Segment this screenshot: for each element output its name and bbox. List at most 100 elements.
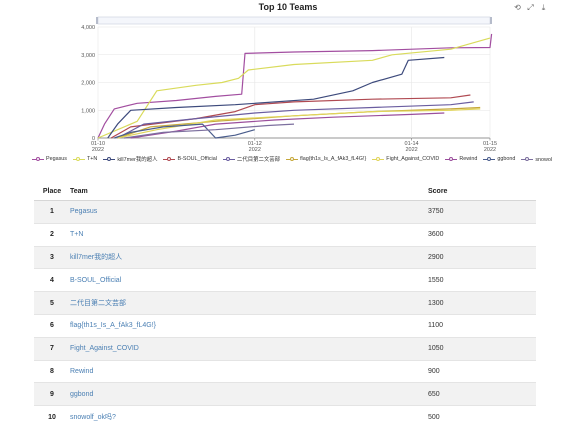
place-cell: 1 bbox=[34, 200, 70, 224]
score-cell: 1050 bbox=[428, 336, 536, 361]
table-row: 6 flag{th1s_Is_A_fAk3_fL4G!} 1100 bbox=[34, 313, 536, 338]
x-tick-year: 2022 bbox=[484, 147, 496, 153]
series-line bbox=[117, 106, 481, 139]
header-place: Place bbox=[34, 182, 70, 201]
series-line bbox=[97, 33, 493, 139]
score-cell: 1550 bbox=[428, 268, 536, 292]
score-cell: 1100 bbox=[428, 313, 536, 338]
restore-icon[interactable]: ⟲ bbox=[514, 3, 521, 12]
legend-marker-icon bbox=[103, 156, 116, 162]
place-cell: 8 bbox=[34, 359, 70, 383]
header-score: Score bbox=[428, 182, 536, 201]
x-tick-label: 01-12 bbox=[248, 141, 262, 147]
legend-marker-icon bbox=[286, 156, 299, 162]
legend-entry[interactable]: flag{th1s_Is_A_fAk3_fL4G!} bbox=[286, 156, 366, 162]
legend-label: snowolf_ok吗? bbox=[535, 157, 552, 163]
x-tick-label: 01-10 bbox=[91, 141, 105, 147]
score-cell: 900 bbox=[428, 359, 536, 383]
team-link[interactable]: B-SOUL_Official bbox=[70, 268, 428, 292]
table-header-row: Place Team Score bbox=[34, 182, 536, 201]
place-cell: 5 bbox=[34, 291, 70, 315]
series-line bbox=[117, 108, 481, 139]
legend-entry[interactable]: 二代目第二文芸部 bbox=[222, 155, 281, 163]
legend-marker-icon bbox=[521, 156, 534, 162]
place-cell: 9 bbox=[34, 382, 70, 406]
score-cell: 650 bbox=[428, 382, 536, 406]
legend-entry[interactable]: Rewind bbox=[445, 156, 477, 162]
team-link[interactable]: Fight_Against_COVID bbox=[70, 336, 428, 361]
download-icon[interactable]: ⤓ bbox=[541, 3, 546, 12]
zoom-slider-handle-left bbox=[96, 17, 98, 24]
team-link[interactable]: T+N bbox=[70, 222, 428, 247]
series-line bbox=[114, 123, 255, 139]
table-row: 7 Fight_Against_COVID 1050 bbox=[34, 336, 536, 361]
legend-marker-icon bbox=[163, 156, 176, 162]
place-cell: 7 bbox=[34, 336, 70, 361]
x-tick-year: 2022 bbox=[249, 147, 261, 153]
team-link[interactable]: snowolf_ok吗? bbox=[70, 405, 428, 428]
legend-label: Rewind bbox=[459, 156, 478, 162]
legend-entry[interactable]: T+N bbox=[72, 156, 98, 162]
legend-label: 二代目第二文芸部 bbox=[236, 157, 281, 163]
team-link[interactable]: flag{th1s_Is_A_fAk3_fL4G!} bbox=[70, 313, 428, 338]
legend-label: Pegasus bbox=[46, 156, 67, 162]
score-cell: 500 bbox=[428, 405, 536, 428]
legend-label: flag{th1s_Is_A_fAk3_fL4G!} bbox=[300, 156, 367, 162]
legend-entry[interactable]: snowolf_ok吗? bbox=[521, 155, 552, 163]
legend-entry[interactable]: Fight_Against_COVID bbox=[372, 156, 439, 162]
series-line bbox=[110, 94, 471, 139]
chart-title: Top 10 Teams bbox=[258, 2, 318, 12]
table-row: 1 Pegasus 3750 bbox=[34, 200, 536, 224]
team-link[interactable]: ggbond bbox=[70, 382, 428, 406]
line-chart-plot: 01,0002,0003,0004,00001-10202201-1220220… bbox=[81, 16, 497, 153]
place-cell: 4 bbox=[34, 268, 70, 292]
x-tick-label: 01-14 bbox=[405, 141, 419, 147]
y-tick-label: 0 bbox=[92, 136, 95, 142]
y-tick-label: 3,000 bbox=[81, 53, 95, 59]
zoom-slider-bar bbox=[97, 16, 491, 25]
team-link[interactable]: Rewind bbox=[70, 359, 428, 383]
place-cell: 10 bbox=[34, 405, 70, 428]
legend-entry[interactable]: B-SOUL_Official bbox=[163, 156, 217, 162]
table-row: 2 T+N 3600 bbox=[34, 222, 536, 247]
legend-marker-icon bbox=[32, 156, 44, 162]
table-row: 9 ggbond 650 bbox=[34, 382, 536, 406]
chart-legend: Pegasus T+N kill7mer我的超人 B-SOUL_Official 二代目… bbox=[32, 153, 552, 165]
place-cell: 2 bbox=[34, 222, 70, 247]
team-link[interactable]: kill7mer我的超人 bbox=[70, 245, 428, 269]
score-cell: 3600 bbox=[428, 222, 536, 247]
chart-toolbar: ⟲ ⤢ ⤓ bbox=[513, 3, 548, 12]
legend-label: T+N bbox=[86, 156, 98, 162]
score-cell: 2900 bbox=[428, 245, 536, 269]
legend-label: B-SOUL_Official bbox=[177, 156, 217, 162]
scoreboard-table: Place Team Score 1 Pegasus 3750 2 T+N 3600 3… bbox=[34, 182, 536, 428]
legend-entry[interactable]: ggbond bbox=[483, 156, 515, 162]
zoom-slider-handle-right bbox=[490, 17, 492, 24]
legend-entry[interactable]: Pegasus bbox=[32, 156, 67, 162]
series-line bbox=[117, 101, 474, 139]
place-cell: 3 bbox=[34, 245, 70, 269]
legend-label: ggbond bbox=[497, 156, 516, 162]
score-cell: 1300 bbox=[428, 291, 536, 315]
team-link[interactable]: 二代目第二文芸部 bbox=[70, 291, 428, 315]
series-line bbox=[107, 56, 445, 139]
legend-label: Fight_Against_COVID bbox=[386, 156, 440, 162]
zoom-icon[interactable]: ⤢ bbox=[527, 3, 534, 12]
series-line bbox=[124, 123, 295, 139]
header-team: Team bbox=[70, 182, 428, 201]
y-tick-label: 2,000 bbox=[81, 81, 95, 87]
x-tick-year: 2022 bbox=[405, 147, 417, 153]
score-chart: Top 10 Teams ⟲ ⤢ ⤓ 0 1,000 2,000 3,000 4,000… bbox=[0, 0, 576, 178]
table-row: 3 kill7mer我的超人 2900 bbox=[34, 245, 536, 269]
score-cell: 3750 bbox=[428, 200, 536, 224]
table-row: 8 Rewind 900 bbox=[34, 359, 536, 383]
y-tick-label: 4,000 bbox=[81, 25, 95, 31]
table-row: 10 snowolf_ok吗? 500 bbox=[34, 405, 536, 428]
legend-marker-icon bbox=[72, 156, 85, 162]
legend-entry[interactable]: kill7mer我的超人 bbox=[103, 155, 157, 163]
team-link[interactable]: Pegasus bbox=[70, 200, 428, 224]
x-tick-label: 01-15 bbox=[483, 141, 497, 147]
legend-label: kill7mer我的超人 bbox=[117, 157, 158, 163]
legend-marker-icon bbox=[445, 156, 458, 162]
legend-marker-icon bbox=[222, 156, 235, 162]
